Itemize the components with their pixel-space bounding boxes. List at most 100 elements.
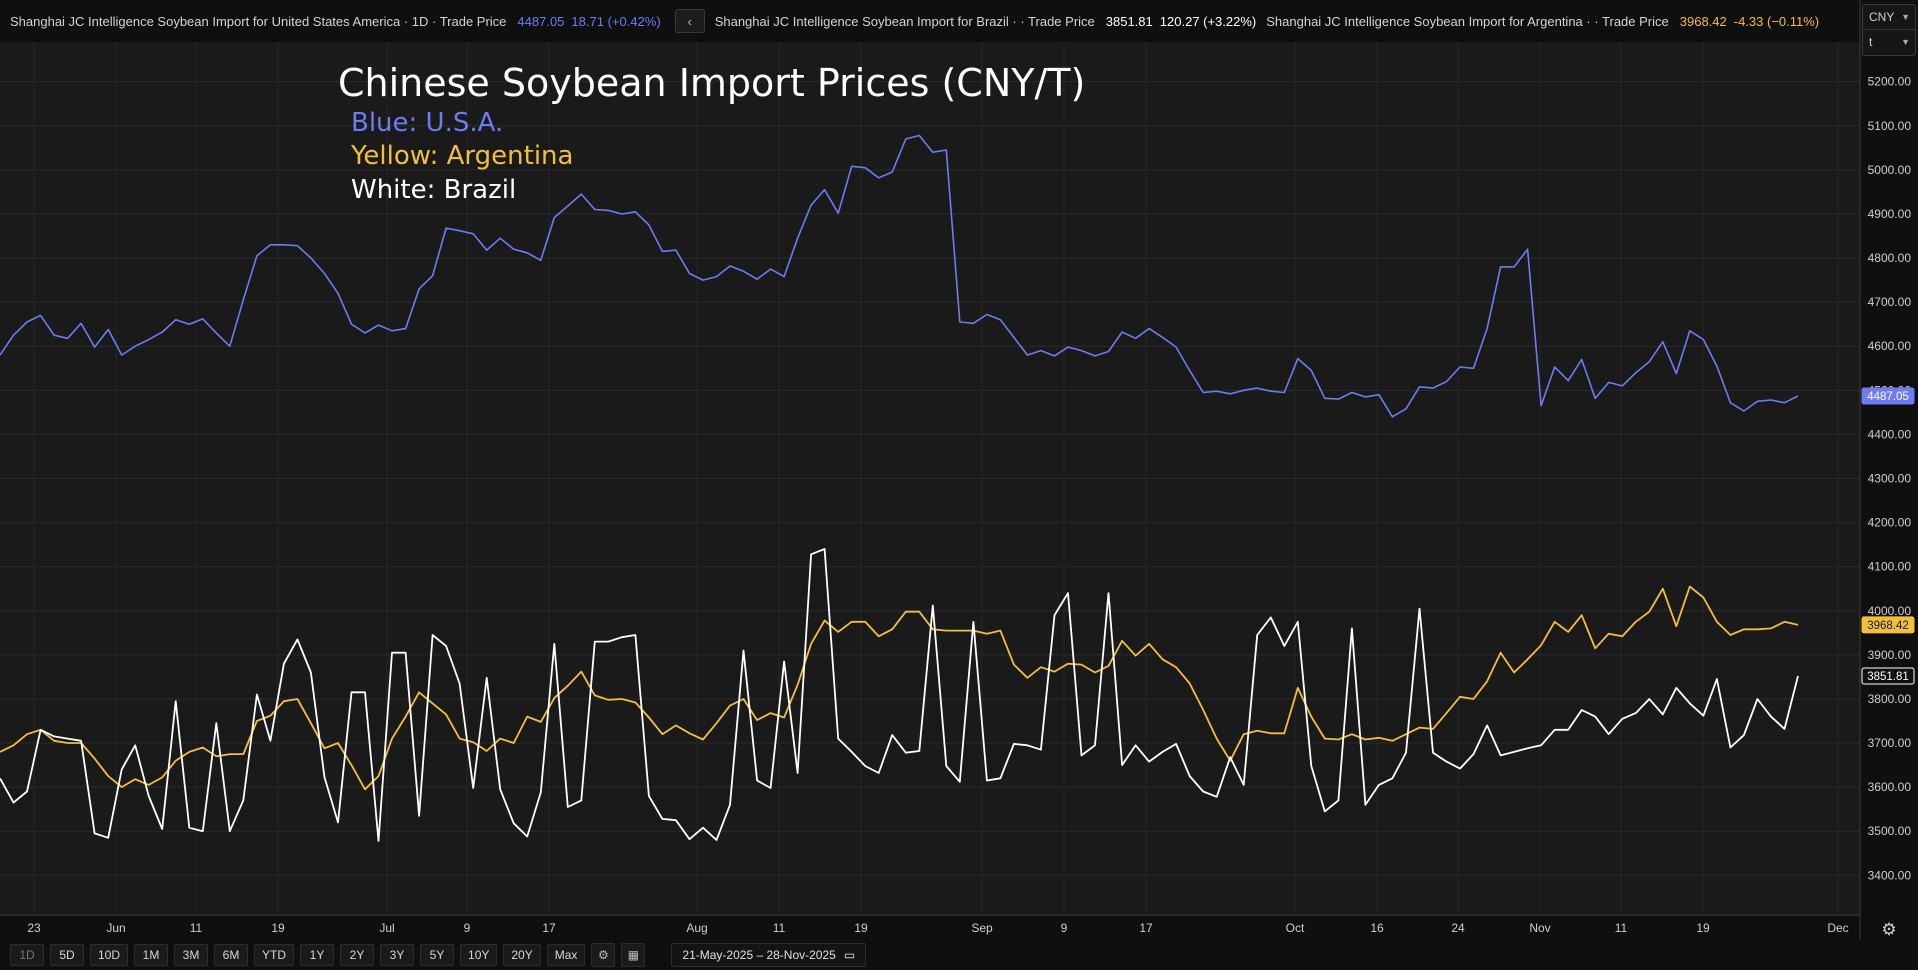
y-tick-label: 3900.00 — [1868, 648, 1912, 662]
legend-argentina[interactable]: Shanghai JC Intelligence Soybean Import … — [1266, 14, 1819, 29]
y-tick-label: 3700.00 — [1868, 736, 1912, 750]
range-button-10d[interactable]: 10D — [90, 944, 129, 966]
y-axis-ticks: 3400.00 3500.00 3600.00 3700.00 3800.00 3900.… — [1868, 75, 1912, 883]
calendar-icon: ▭ — [843, 948, 856, 962]
y-tick-label: 5200.00 — [1868, 75, 1912, 89]
last-label-brazil: 3851.81 — [1861, 667, 1915, 685]
currency-value: CNY — [1869, 10, 1895, 24]
gear-icon[interactable]: ⚙ — [591, 943, 616, 967]
x-tick-label: 9 — [464, 921, 471, 935]
range-button-5y[interactable]: 5Y — [420, 944, 455, 966]
chevron-left-icon[interactable]: ‹ — [674, 9, 705, 33]
range-button-20y[interactable]: 20Y — [503, 944, 541, 966]
x-tick-label: 23 — [27, 921, 41, 935]
series-usa-line — [0, 134, 1799, 418]
y-tick-label: 4200.00 — [1868, 516, 1912, 530]
range-button-1m[interactable]: 1M — [134, 944, 169, 966]
y-tick-label: 4100.00 — [1868, 560, 1912, 574]
x-tick-label: 17 — [542, 921, 556, 935]
legend-argentina-change: -4.33 (−0.11%) — [1733, 13, 1820, 29]
range-button-2y[interactable]: 2Y — [340, 944, 375, 966]
unit-selector: CNY ▼ t ▼ — [1862, 4, 1916, 56]
grid-lines — [0, 42, 1860, 915]
table-icon[interactable]: ▦ — [621, 943, 646, 967]
y-tick-label: 5000.00 — [1868, 163, 1912, 177]
y-tick-label: 3800.00 — [1868, 692, 1912, 706]
x-tick-label: 11 — [190, 921, 203, 935]
last-label-brazil-text: 3851.81 — [1867, 671, 1909, 683]
range-button-10y[interactable]: 10Y — [460, 944, 498, 966]
legend-usa-last: 4487.05 — [517, 13, 565, 29]
x-tick-label: 16 — [1370, 921, 1384, 935]
y-tick-label: 3600.00 — [1868, 780, 1912, 794]
range-button-max[interactable]: Max — [546, 944, 586, 966]
chevron-down-icon: ▼ — [1901, 37, 1910, 47]
series-brazil-line — [0, 548, 1799, 842]
x-tick-label: Aug — [686, 921, 707, 935]
legend-brazil[interactable]: Shanghai JC Intelligence Soybean Import … — [715, 14, 1257, 29]
chevron-down-icon: ▼ — [1901, 12, 1910, 22]
price-chart[interactable]: 3400.00 3500.00 3600.00 3700.00 3800.00 3900.… — [0, 0, 1918, 940]
range-button-3m[interactable]: 3M — [174, 944, 209, 966]
legend-brazil-change: 120.27 (+3.22%) — [1159, 13, 1257, 29]
x-tick-label: 19 — [271, 921, 285, 935]
range-button-1y[interactable]: 1Y — [300, 944, 335, 966]
y-tick-label: 4400.00 — [1868, 427, 1912, 441]
x-tick-label: Oct — [1286, 921, 1305, 935]
x-tick-label: 11 — [1615, 921, 1628, 935]
range-button-6m[interactable]: 6M — [214, 944, 249, 966]
unit-select[interactable]: t ▼ — [1863, 29, 1915, 54]
x-tick-label: 17 — [1139, 921, 1153, 935]
x-tick-label: 19 — [1696, 921, 1710, 935]
gear-icon[interactable]: ⚙ — [1881, 920, 1897, 939]
last-label-argentina-text: 3968.42 — [1867, 620, 1909, 632]
range-button-1d[interactable]: 1D — [10, 944, 44, 966]
x-tick-label: 24 — [1451, 921, 1465, 935]
currency-select[interactable]: CNY ▼ — [1863, 5, 1915, 29]
annotation-brazil: White: Brazil — [351, 175, 516, 205]
y-tick-label: 5100.00 — [1868, 119, 1912, 133]
legend-usa[interactable]: Shanghai JC Intelligence Soybean Import … — [10, 14, 661, 29]
y-tick-label: 3500.00 — [1868, 824, 1912, 838]
last-label-argentina-box — [1861, 616, 1915, 634]
last-label-usa-box — [1861, 387, 1915, 405]
last-label-usa-text: 4487.05 — [1867, 391, 1909, 403]
date-range-value: 21-May-2025 – 28-Nov-2025 — [682, 948, 836, 962]
x-tick-label: Jun — [106, 921, 125, 935]
series-argentina-line — [0, 585, 1799, 791]
x-tick-label: 9 — [1061, 921, 1068, 935]
last-label-argentina: 3968.42 — [1861, 616, 1915, 634]
x-axis-ticks: 23 Jun 11 19 Jul 9 17 Aug 11 19 Sep 9 17 Oct 16 24 Nov 11… — [27, 921, 1848, 935]
y-tick-label: 4000.00 — [1868, 604, 1912, 618]
series-legend-bar: Shanghai JC Intelligence Soybean Import … — [0, 0, 1858, 42]
last-value-labels: 4487.05 3968.42 3851.81 — [1861, 387, 1915, 685]
legend-brazil-last: 3851.81 — [1105, 13, 1153, 29]
x-tick-label: 19 — [854, 921, 868, 935]
last-label-brazil-box — [1861, 667, 1915, 685]
chart-title: Chinese Soybean Import Prices (CNY/T) — [338, 61, 1085, 105]
range-button-ytd[interactable]: YTD — [254, 944, 295, 966]
date-range-picker[interactable]: 21-May-2025 – 28-Nov-2025 ▭ — [671, 943, 867, 967]
x-tick-label: Dec — [1827, 921, 1848, 935]
range-buttons: 1D 5D 10D 1M 3M 6M YTD 1Y 2Y 3Y 5Y 10Y 20Y Max — [10, 944, 591, 966]
y-tick-label: 3400.00 — [1868, 868, 1912, 882]
y-tick-label: 4700.00 — [1868, 295, 1912, 309]
y-tick-label: 4600.00 — [1868, 339, 1912, 353]
series-layer — [0, 134, 1799, 842]
range-button-5d[interactable]: 5D — [50, 944, 84, 966]
y-tick-label: 4300.00 — [1868, 472, 1912, 486]
legend-argentina-name: Shanghai JC Intelligence Soybean Import … — [1266, 13, 1669, 29]
x-tick-label: 11 — [773, 921, 786, 935]
unit-value: t — [1869, 35, 1873, 49]
annotation-argentina: Yellow: Argentina — [350, 141, 573, 171]
legend-argentina-last: 3968.42 — [1679, 13, 1727, 29]
x-tick-label: Nov — [1529, 921, 1550, 935]
annotation-usa: Blue: U.S.A. — [351, 108, 503, 138]
x-tick-label: Jul — [379, 921, 394, 935]
x-tick-label: Sep — [971, 921, 993, 935]
range-button-3y[interactable]: 3Y — [380, 944, 415, 966]
last-label-usa: 4487.05 — [1861, 387, 1915, 405]
legend-usa-name: Shanghai JC Intelligence Soybean Import … — [10, 13, 507, 29]
legend-brazil-name: Shanghai JC Intelligence Soybean Import … — [714, 13, 1095, 29]
legend-usa-change: 18.71 (+0.42%) — [571, 13, 661, 29]
